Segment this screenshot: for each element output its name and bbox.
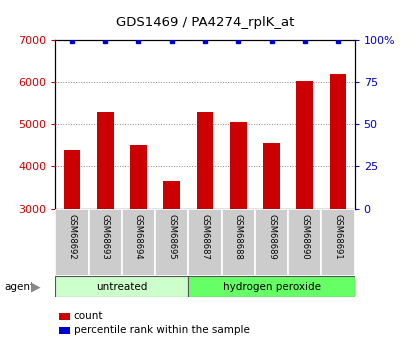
Bar (121, 209, 155, 276)
Text: GDS1469 / PA4274_rplK_at: GDS1469 / PA4274_rplK_at (115, 16, 294, 29)
Bar (321, 209, 354, 276)
Bar (63, 150, 80, 209)
Text: ▶: ▶ (31, 280, 40, 293)
Text: GSM68691: GSM68691 (333, 214, 342, 260)
Text: percentile rank within the sample: percentile rank within the sample (74, 325, 249, 335)
Bar (55, 209, 88, 276)
Bar (188, 209, 221, 276)
Bar (130, 145, 146, 209)
Bar (263, 143, 279, 209)
Text: GSM68690: GSM68690 (299, 214, 308, 260)
Text: GSM68694: GSM68694 (134, 214, 143, 260)
Bar (88, 209, 121, 276)
Text: GSM68687: GSM68687 (200, 214, 209, 260)
Bar (229, 122, 246, 209)
Bar (163, 181, 180, 209)
Text: GSM68689: GSM68689 (266, 214, 275, 260)
Text: untreated: untreated (96, 282, 147, 292)
Bar (288, 209, 321, 276)
Text: agent: agent (4, 282, 34, 292)
Bar (55, 276, 188, 297)
Bar (254, 209, 288, 276)
Bar (188, 276, 354, 297)
Bar (196, 112, 213, 209)
Text: GSM68688: GSM68688 (233, 214, 242, 260)
Text: GSM68692: GSM68692 (67, 214, 76, 260)
Bar (97, 111, 113, 209)
Text: hydrogen peroxide: hydrogen peroxide (222, 282, 320, 292)
Bar (221, 209, 254, 276)
Bar (155, 209, 188, 276)
Bar (329, 74, 346, 209)
Text: GSM68693: GSM68693 (101, 214, 110, 260)
Text: count: count (74, 312, 103, 321)
Text: GSM68695: GSM68695 (167, 214, 176, 260)
Bar (296, 81, 312, 209)
